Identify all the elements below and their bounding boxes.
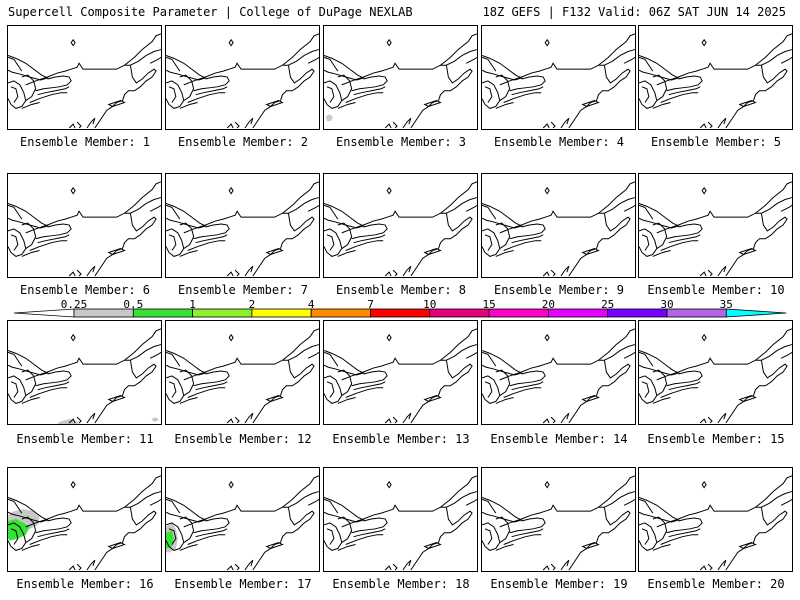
map-panel-6 — [7, 173, 162, 278]
map-outline — [639, 475, 792, 571]
colorbar-segment-4 — [251, 308, 312, 318]
member-label: Ensemble Member: 17 — [174, 577, 312, 591]
map-panel-20 — [638, 467, 793, 572]
colorbar-segment-3 — [192, 308, 253, 318]
map-outline — [482, 33, 635, 129]
member-label: Ensemble Member: 3 — [335, 135, 467, 149]
member-label: Ensemble Member: 20 — [647, 577, 785, 591]
member-label: Ensemble Member: 7 — [177, 283, 309, 297]
colorbar-tick-label: 20 — [541, 298, 556, 311]
member-label: Ensemble Member: 16 — [16, 577, 154, 591]
map-outline — [324, 181, 477, 277]
map-panel-13 — [323, 320, 478, 425]
map-outline — [639, 328, 792, 424]
colorbar-segment-12 — [725, 308, 787, 318]
map-panel-19 — [481, 467, 636, 572]
map-panel-4 — [481, 25, 636, 130]
colorbar-segment-9 — [548, 308, 609, 318]
member-label: Ensemble Member: 9 — [493, 283, 625, 297]
colorbar-tick-label: 1 — [189, 298, 196, 311]
colorbar-segment-7 — [429, 308, 490, 318]
map-outline — [639, 181, 792, 277]
member-label: Ensemble Member: 15 — [647, 432, 785, 446]
map-panel-15 — [638, 320, 793, 425]
member-label: Ensemble Member: 4 — [493, 135, 625, 149]
map-outline — [639, 33, 792, 129]
colorbar-tick-label: 0.25 — [60, 298, 88, 311]
map-outline — [482, 328, 635, 424]
map-panel-17 — [165, 467, 320, 572]
member-label: Ensemble Member: 14 — [490, 432, 628, 446]
header-valid-time: 18Z GEFS | F132 Valid: 06Z SAT JUN 14 20… — [482, 5, 786, 19]
map-outline — [324, 328, 477, 424]
member-label: Ensemble Member: 19 — [490, 577, 628, 591]
map-panel-7 — [165, 173, 320, 278]
map-outline — [324, 33, 477, 129]
colorbar-tick-label: 0.5 — [123, 298, 144, 311]
map-outline — [482, 475, 635, 571]
member-label: Ensemble Member: 5 — [650, 135, 782, 149]
map-panel-11 — [7, 320, 162, 425]
map-outline — [166, 181, 319, 277]
map-outline — [166, 475, 319, 571]
colorbar-tick-label: 2 — [248, 298, 256, 311]
map-panel-2 — [165, 25, 320, 130]
colorbar-tick-label: 4 — [307, 298, 315, 311]
member-label: Ensemble Member: 10 — [647, 283, 785, 297]
member-label: Ensemble Member: 2 — [177, 135, 309, 149]
member-label: Ensemble Member: 11 — [16, 432, 154, 446]
map-panel-8 — [323, 173, 478, 278]
colorbar-segment-5 — [310, 308, 371, 318]
colorbar-tick-label: 15 — [482, 298, 496, 311]
map-panel-12 — [165, 320, 320, 425]
map-panel-16 — [7, 467, 162, 572]
member-label: Ensemble Member: 12 — [174, 432, 312, 446]
map-panel-5 — [638, 25, 793, 130]
colorbar-segment-11 — [666, 308, 727, 318]
map-outline — [166, 33, 319, 129]
map-outline — [8, 181, 161, 277]
map-outline — [482, 181, 635, 277]
map-panel-18 — [323, 467, 478, 572]
map-panel-14 — [481, 320, 636, 425]
colorbar-tick-label: 35 — [719, 298, 733, 311]
map-outline — [8, 475, 161, 571]
colorbar-segment-6 — [370, 308, 431, 318]
map-panel-3 — [323, 25, 478, 130]
map-panel-1 — [7, 25, 162, 130]
map-outline — [8, 33, 161, 129]
map-outline — [324, 475, 477, 571]
member-label: Ensemble Member: 18 — [332, 577, 470, 591]
map-panel-9 — [481, 173, 636, 278]
colorbar-tick-label: 10 — [423, 298, 437, 311]
member-label: Ensemble Member: 1 — [19, 135, 151, 149]
colorbar-segment-10 — [607, 308, 668, 318]
member-label: Ensemble Member: 8 — [335, 283, 467, 297]
map-panel-10 — [638, 173, 793, 278]
colorbar-segment-8 — [488, 308, 549, 318]
member-label: Ensemble Member: 13 — [332, 432, 470, 446]
map-outline — [166, 328, 319, 424]
colorbar-tick-label: 7 — [367, 298, 374, 311]
header-title: Supercell Composite Parameter | College … — [8, 5, 413, 19]
colorbar-tick-label: 30 — [660, 298, 674, 311]
colorbar-tick-label: 25 — [601, 298, 615, 311]
member-label: Ensemble Member: 6 — [19, 283, 151, 297]
map-outline — [8, 328, 161, 424]
